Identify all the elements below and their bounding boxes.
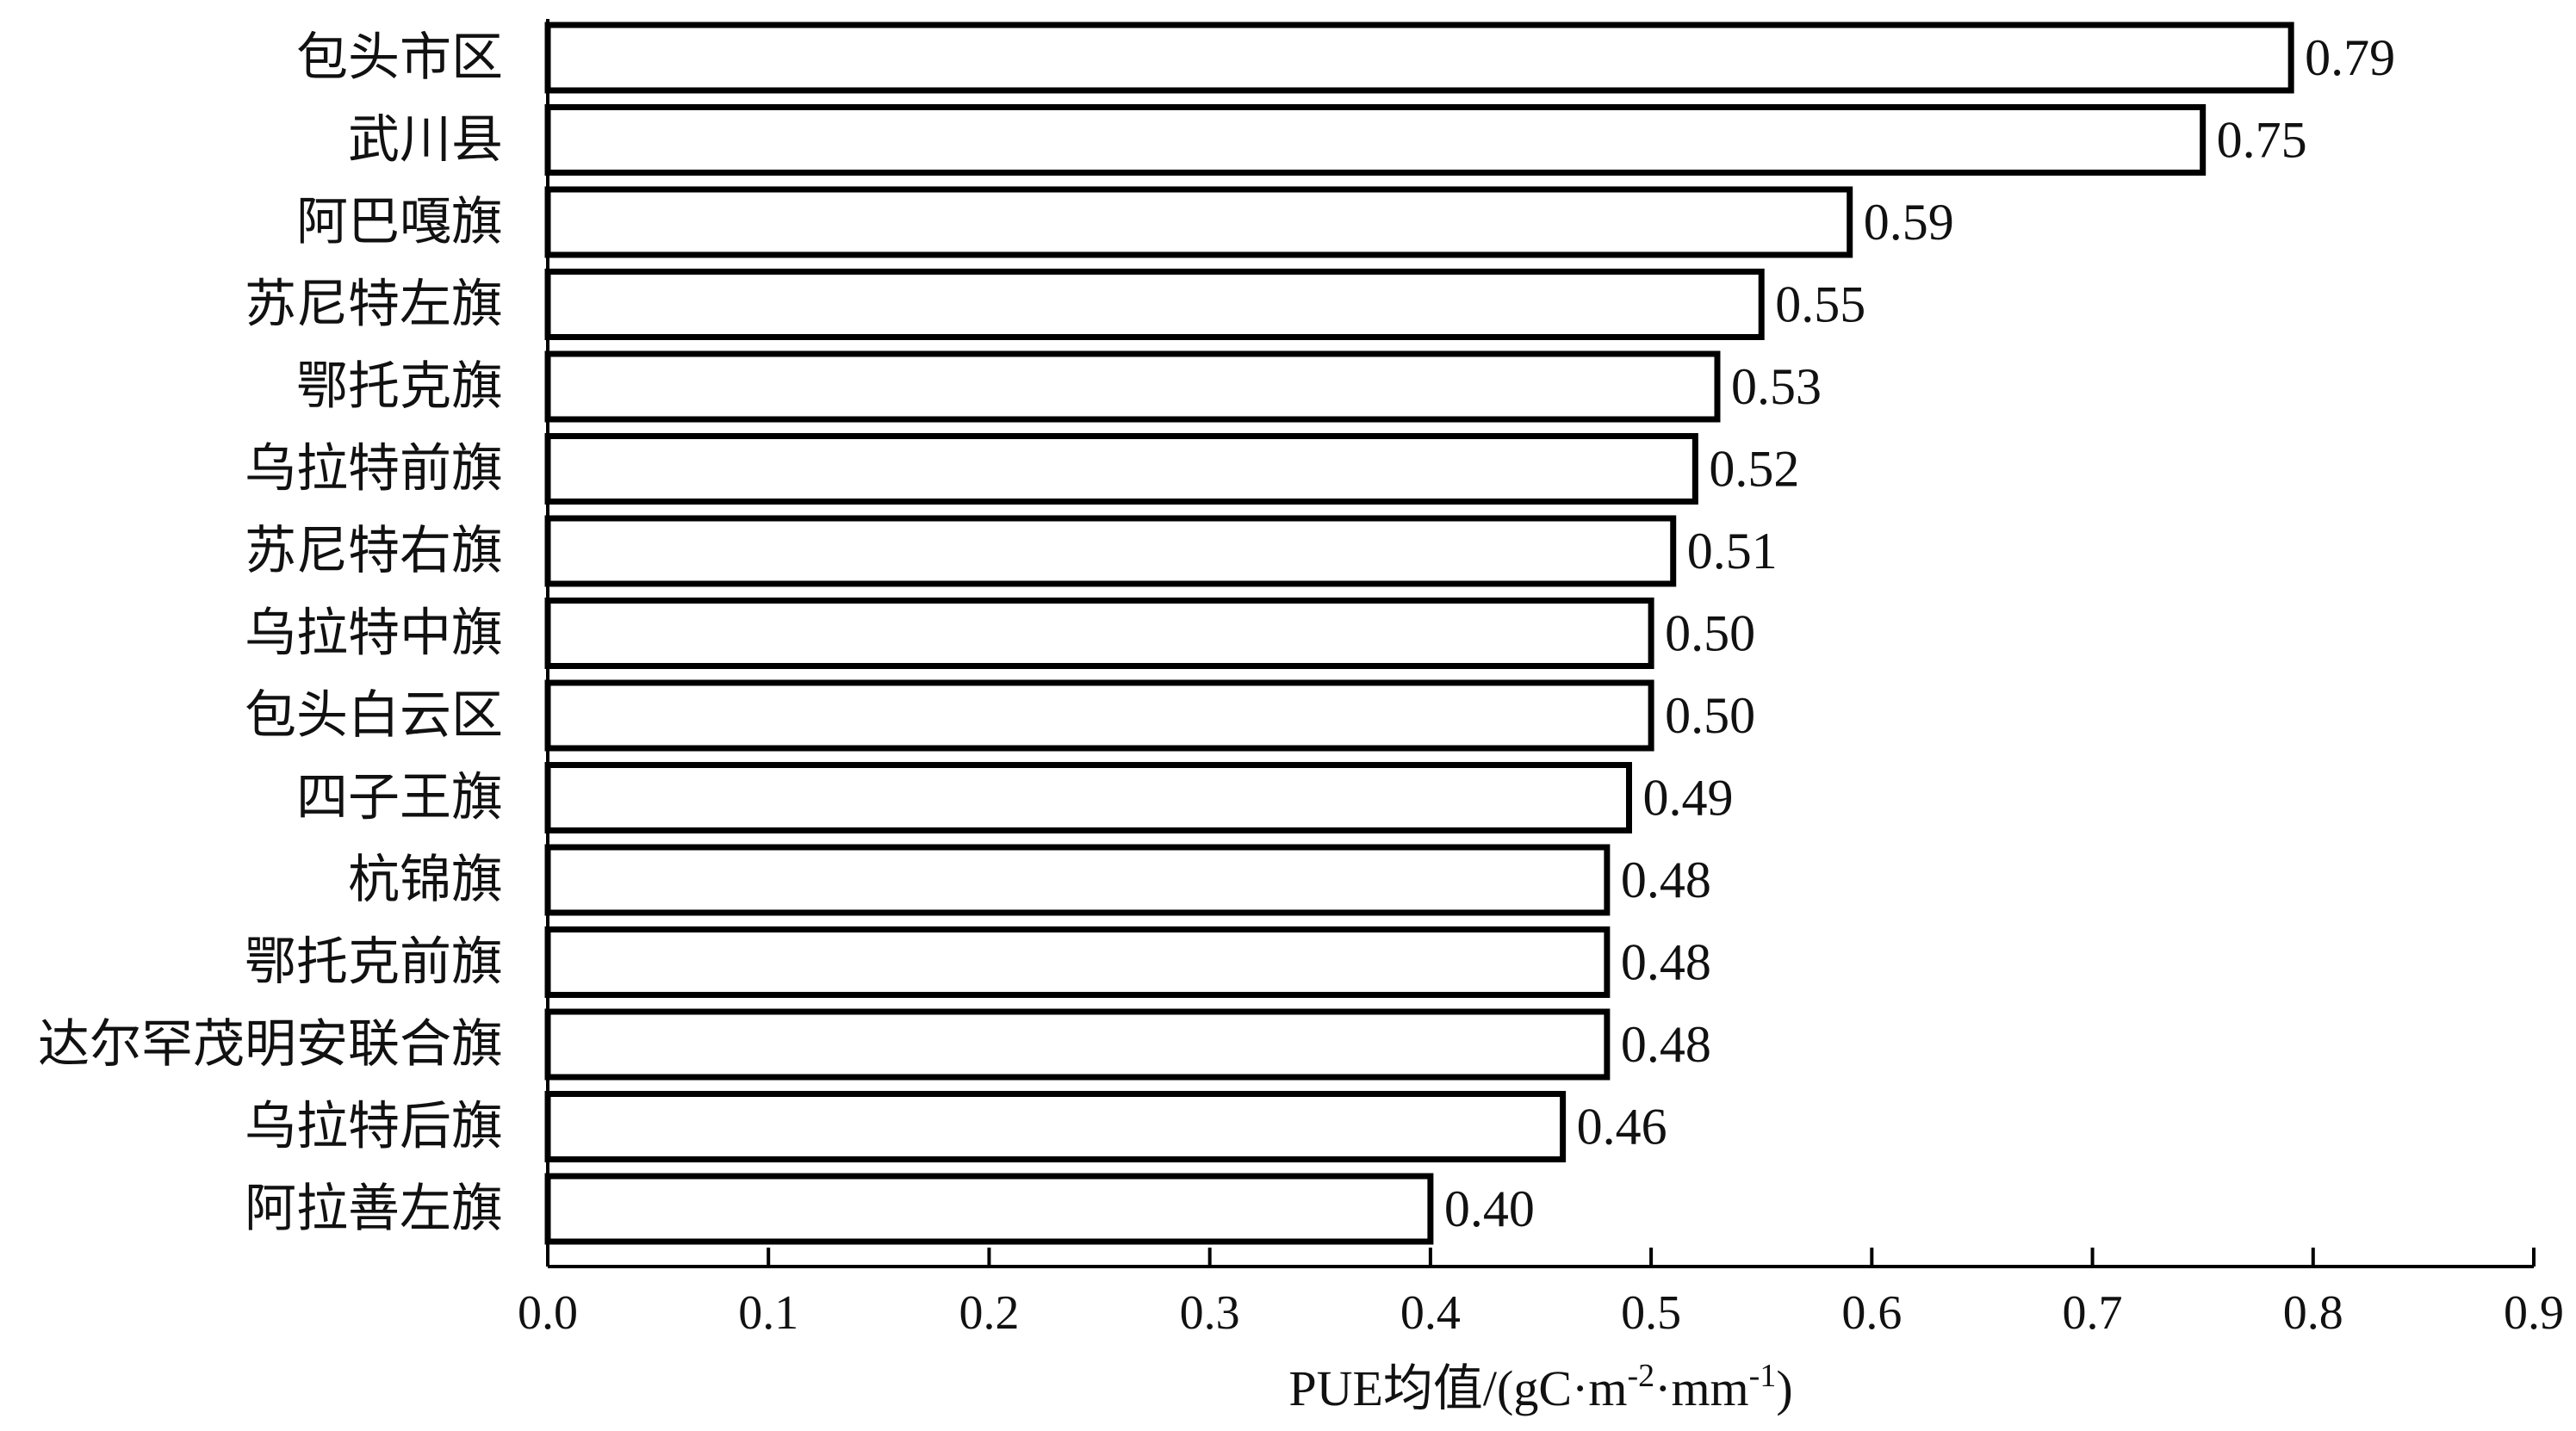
value-label-6: 0.51 [1687, 523, 1778, 579]
bar-13 [544, 1091, 1567, 1162]
x-tick-label-7: 0.7 [2063, 1286, 2123, 1340]
category-label-3: 苏尼特左旗 [245, 275, 503, 335]
category-label-8: 包头白云区 [245, 685, 503, 746]
value-label-2: 0.59 [1864, 194, 1954, 251]
x-tick-label-5: 0.5 [1621, 1286, 1681, 1340]
bar-4 [544, 350, 1721, 423]
value-label-12: 0.48 [1621, 1016, 1711, 1073]
bar-7 [544, 598, 1654, 669]
x-axis-title-sup1: -2 [1627, 1358, 1654, 1394]
value-label-14: 0.40 [1444, 1180, 1535, 1237]
x-tick-label-3: 0.3 [1180, 1286, 1240, 1340]
category-label-12: 达尔罕茂明安联合旗 [38, 1014, 503, 1075]
x-tick-label-2: 0.2 [959, 1286, 1019, 1340]
x-axis-title-prefix: PUE均值/(gC·m [1288, 1360, 1627, 1416]
labels-layer: 包头市区 0.79 武川县 0.75 阿巴嘎旗 0.59 苏尼特左旗 0.55 鄂托克旗 0.53… [38, 28, 2395, 1239]
value-label-10: 0.48 [1621, 852, 1711, 908]
bar-0 [544, 22, 2294, 94]
category-label-13: 乌拉特后旗 [245, 1097, 503, 1157]
bar-14 [544, 1173, 1434, 1245]
category-label-1: 武川县 [348, 110, 503, 170]
value-label-3: 0.55 [1775, 276, 1865, 333]
value-label-11: 0.48 [1621, 934, 1711, 991]
category-label-0: 包头市区 [296, 28, 503, 88]
category-label-5: 乌拉特前旗 [245, 439, 503, 499]
ticks-layer: 0.0 0.1 0.2 0.3 0.4 0.5 0.6 0.7 0.8 0.9 [518, 1248, 2564, 1340]
x-tick-label-0: 0.0 [518, 1286, 578, 1340]
x-tick-label-1: 0.1 [738, 1286, 798, 1340]
value-label-4: 0.53 [1731, 358, 1822, 415]
x-axis-title-mid: ·mm [1654, 1360, 1749, 1416]
bar-8 [544, 679, 1654, 752]
bar-3 [544, 269, 1765, 340]
category-label-11: 鄂托克前旗 [245, 932, 503, 993]
category-label-7: 乌拉特中旗 [245, 604, 503, 664]
value-label-1: 0.75 [2217, 112, 2307, 169]
x-axis-title-suffix: ) [1776, 1360, 1792, 1416]
x-axis-title-sup2: -1 [1749, 1358, 1777, 1394]
category-label-10: 杭锦旗 [348, 850, 503, 910]
bar-5 [544, 433, 1698, 505]
bar-2 [544, 186, 1853, 258]
bar-6 [544, 515, 1677, 587]
value-label-13: 0.46 [1577, 1099, 1667, 1155]
bar-1 [544, 104, 2207, 176]
bar-10 [544, 844, 1611, 916]
category-label-6: 苏尼特右旗 [245, 521, 503, 581]
category-label-2: 阿巴嘎旗 [296, 192, 503, 252]
value-label-7: 0.50 [1665, 605, 1755, 662]
value-label-0: 0.79 [2305, 29, 2395, 86]
x-axis-title: PUE均值/(gC·m-2·mm-1) [1288, 1358, 1792, 1416]
value-label-5: 0.52 [1709, 441, 1799, 498]
x-tick-label-9: 0.9 [2504, 1286, 2564, 1340]
bars-layer [544, 22, 2294, 1245]
category-label-14: 阿拉善左旗 [245, 1179, 503, 1239]
category-label-9: 四子王旗 [296, 768, 503, 828]
value-label-8: 0.50 [1665, 687, 1755, 744]
bar-9 [544, 762, 1632, 833]
value-label-9: 0.49 [1642, 770, 1733, 827]
bar-12 [544, 1008, 1611, 1081]
x-tick-label-8: 0.8 [2283, 1286, 2343, 1340]
x-tick-label-6: 0.6 [1841, 1286, 1902, 1340]
x-tick-label-4: 0.4 [1400, 1286, 1461, 1340]
category-label-4: 鄂托克旗 [296, 356, 503, 417]
axes-layer [546, 19, 2534, 1268]
bar-11 [544, 926, 1611, 998]
